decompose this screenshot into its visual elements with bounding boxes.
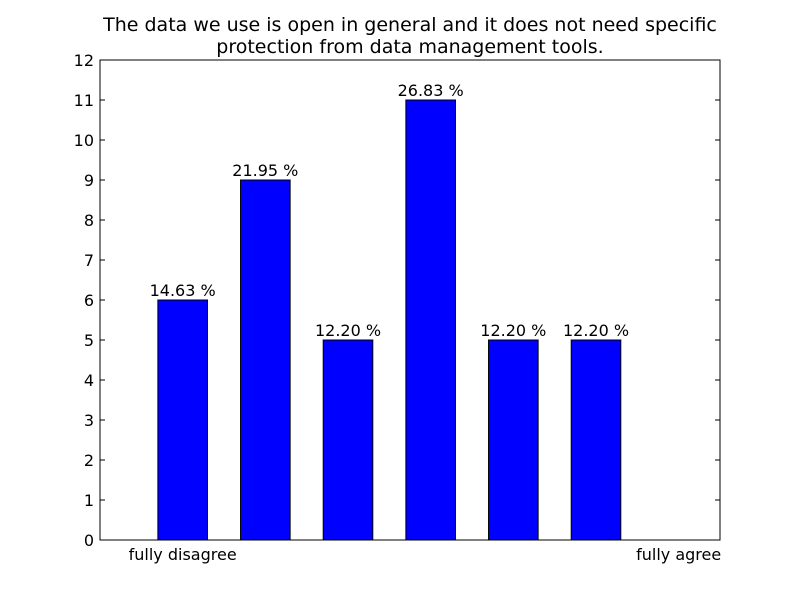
x-tick-label: fully agree bbox=[636, 545, 721, 564]
y-tick-label: 3 bbox=[84, 411, 94, 430]
y-tick-label: 7 bbox=[84, 251, 94, 270]
bar bbox=[157, 299, 208, 541]
bar-value-label: 21.95 % bbox=[232, 161, 298, 180]
y-tick-label: 1 bbox=[84, 491, 94, 510]
plot-frame bbox=[99, 59, 721, 541]
bar-value-label: 14.63 % bbox=[150, 281, 216, 300]
y-tick-label: 2 bbox=[84, 451, 94, 470]
y-tick-label: 6 bbox=[84, 291, 94, 310]
bar bbox=[322, 339, 374, 541]
bar-value-label: 26.83 % bbox=[398, 81, 464, 100]
y-tick-label: 8 bbox=[84, 211, 94, 230]
bar-value-label: 12.20 % bbox=[315, 321, 381, 340]
chart-title-line-2: protection from data management tools. bbox=[216, 36, 603, 58]
bar-value-label: 12.20 % bbox=[563, 321, 629, 340]
y-tick-label: 0 bbox=[84, 531, 94, 550]
y-tick-label: 12 bbox=[74, 51, 94, 70]
x-tick-label: fully disagree bbox=[129, 545, 237, 564]
bar bbox=[570, 339, 622, 541]
y-tick-label: 9 bbox=[84, 171, 94, 190]
y-tick-label: 10 bbox=[74, 131, 94, 150]
y-tick-label: 4 bbox=[84, 371, 94, 390]
bar-value-label: 12.20 % bbox=[480, 321, 546, 340]
bars-group: 14.63 % 21.95 % 12.20 % 26.83 % 12.20 % 12.20… bbox=[150, 81, 629, 541]
x-axis: fully disagree fully agree bbox=[129, 545, 722, 564]
chart-title-line-1: The data we use is open in general and i… bbox=[102, 14, 717, 36]
bar bbox=[240, 179, 291, 541]
bar bbox=[488, 339, 539, 541]
y-tick-label: 11 bbox=[74, 91, 94, 110]
y-tick-label: 5 bbox=[84, 331, 94, 350]
bar bbox=[405, 99, 456, 541]
